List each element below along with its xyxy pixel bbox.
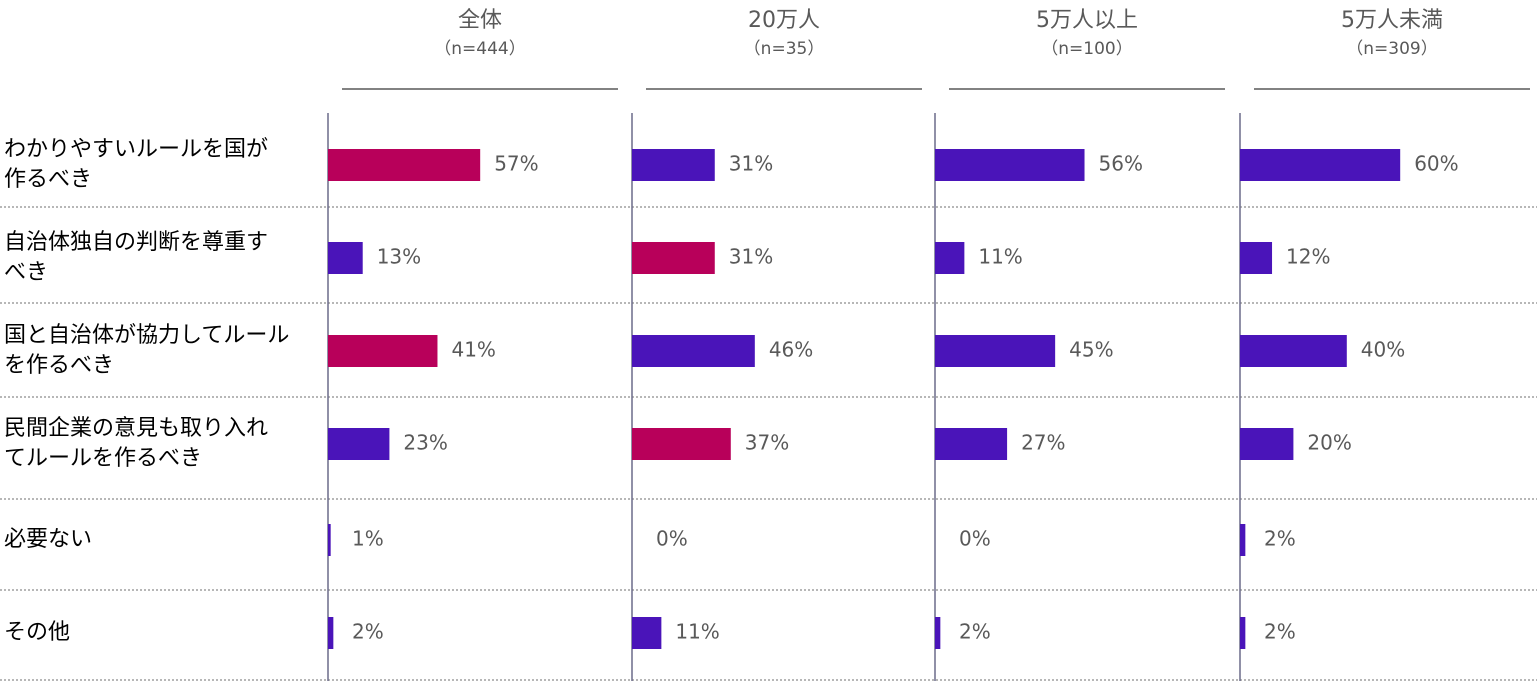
- value-label: 2%: [352, 620, 384, 644]
- panel-subtitle: （n=444）: [434, 39, 525, 59]
- value-label: 41%: [451, 338, 495, 362]
- panel-subtitle: （n=309）: [1346, 39, 1437, 59]
- value-label: 57%: [494, 152, 538, 176]
- value-label: 13%: [377, 245, 421, 269]
- panel-subtitle: （n=100）: [1041, 39, 1132, 59]
- value-label: 31%: [729, 152, 773, 176]
- bar: [632, 428, 731, 460]
- panel-title: 20万人: [748, 8, 820, 33]
- bar: [1240, 242, 1273, 274]
- value-label: 1%: [352, 527, 384, 551]
- value-label: 40%: [1361, 338, 1405, 362]
- category-label: その他: [4, 620, 71, 645]
- panel-title: 5万人未満: [1341, 8, 1443, 33]
- category-label: 民間企業の意見も取り入れ てルールを作るべき: [4, 416, 269, 471]
- bar: [935, 428, 1008, 460]
- category-label: 自治体独自の判断を尊重す べき: [4, 230, 269, 285]
- bar: [328, 428, 390, 460]
- value-label: 2%: [1264, 620, 1296, 644]
- bar: [632, 242, 715, 274]
- value-label: 60%: [1414, 152, 1458, 176]
- bar: [1240, 428, 1294, 460]
- bar: [935, 335, 1056, 367]
- value-label: 45%: [1069, 338, 1113, 362]
- value-label: 12%: [1286, 245, 1330, 269]
- bar: [935, 149, 1085, 181]
- panel-title: 5万人以上: [1036, 8, 1138, 33]
- value-label: 23%: [403, 431, 447, 455]
- value-label: 27%: [1021, 431, 1065, 455]
- bar: [328, 617, 334, 649]
- category-label: わかりやすいルールを国が 作るべき: [4, 137, 269, 192]
- value-label: 11%: [978, 245, 1022, 269]
- bar: [935, 242, 965, 274]
- bar: [328, 524, 331, 556]
- value-label: 31%: [729, 245, 773, 269]
- value-label: 56%: [1099, 152, 1143, 176]
- panel-subtitle: （n=35）: [744, 39, 825, 59]
- category-label: 必要ない: [4, 527, 93, 552]
- bar: [632, 149, 715, 181]
- value-label: 20%: [1307, 431, 1351, 455]
- bar: [1240, 335, 1347, 367]
- category-label: 国と自治体が協力してルール を作るべき: [4, 323, 290, 378]
- value-label: 0%: [656, 527, 688, 551]
- bar: [1240, 149, 1401, 181]
- panel-title: 全体: [458, 8, 502, 33]
- value-label: 37%: [745, 431, 789, 455]
- bar: [1240, 617, 1246, 649]
- bar: [632, 617, 662, 649]
- value-label: 2%: [1264, 527, 1296, 551]
- bar: [328, 149, 481, 181]
- value-label: 11%: [675, 620, 719, 644]
- bar: [632, 335, 755, 367]
- bar: [935, 617, 941, 649]
- bar: [328, 335, 438, 367]
- bar: [1240, 524, 1246, 556]
- value-label: 2%: [959, 620, 991, 644]
- bar: [328, 242, 363, 274]
- value-label: 0%: [959, 527, 991, 551]
- value-label: 46%: [769, 338, 813, 362]
